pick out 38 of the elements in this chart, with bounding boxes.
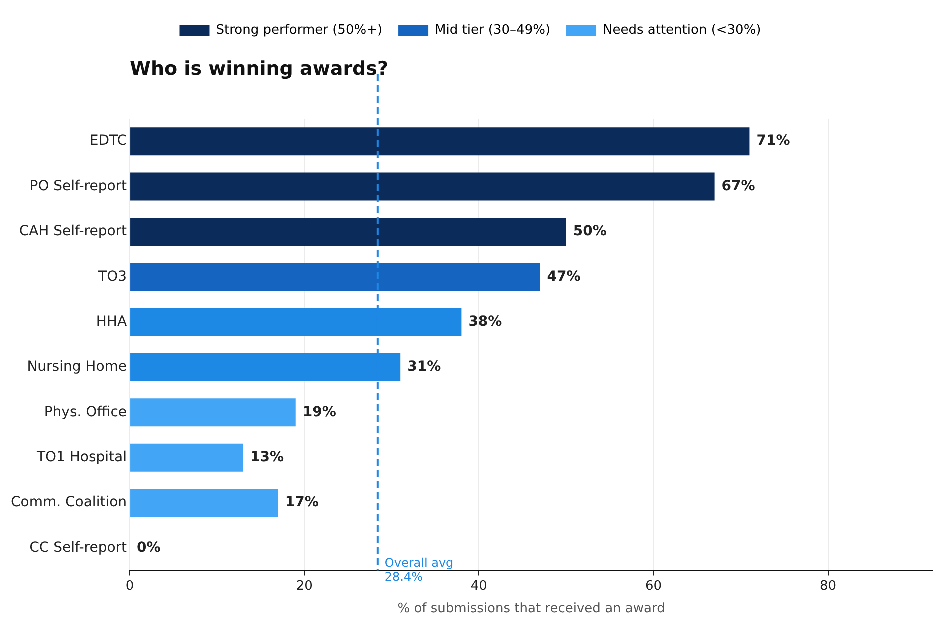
data-label: 31% [408, 359, 442, 376]
bar [130, 128, 750, 156]
x-tick-label: 80 [820, 578, 837, 594]
y-tick-label: Nursing Home [27, 359, 128, 376]
legend-label: Mid tier (30–49%) [435, 22, 551, 38]
x-tick-label: 60 [645, 578, 662, 594]
y-tick-label: HHA [96, 314, 128, 330]
data-label: 19% [302, 404, 336, 420]
ref-line-label: Overall avg 28.4% [384, 556, 454, 584]
y-tick-label: PO Self-report [30, 178, 128, 194]
bar [130, 444, 244, 472]
legend-label: Strong performer (50%+) [216, 22, 383, 38]
data-label: 71% [756, 133, 790, 150]
y-tick-label: EDTC [90, 133, 128, 150]
data-label: 38% [468, 314, 502, 330]
y-tick-label: CAH Self-report [19, 224, 128, 240]
y-tick-label: Phys. Office [44, 404, 128, 420]
y-tick-label: CC Self-report [30, 540, 128, 556]
chart-title: Who is winning awards? [130, 58, 388, 80]
data-label: 13% [250, 449, 284, 466]
data-label: 50% [573, 224, 607, 240]
x-tick-label: 40 [470, 578, 488, 594]
y-tick-label: Comm. Coalition [10, 494, 128, 511]
bar [130, 489, 278, 518]
x-tick-label: 20 [296, 578, 313, 594]
bar [130, 172, 715, 201]
y-tick-label: TO3 [98, 268, 128, 285]
bar [130, 218, 566, 246]
x-axis-title: % of submissions that received an award [398, 602, 666, 617]
data-label: 47% [547, 268, 581, 285]
bar [130, 398, 296, 427]
bar [130, 263, 540, 292]
x-tick-label: 0 [126, 578, 134, 594]
y-tick-label: TO1 Hospital [36, 449, 128, 466]
legend-label: Needs attention (<30%) [603, 22, 762, 38]
data-label: 67% [722, 178, 756, 194]
data-label: 17% [285, 494, 319, 511]
data-label: 0% [137, 540, 161, 556]
